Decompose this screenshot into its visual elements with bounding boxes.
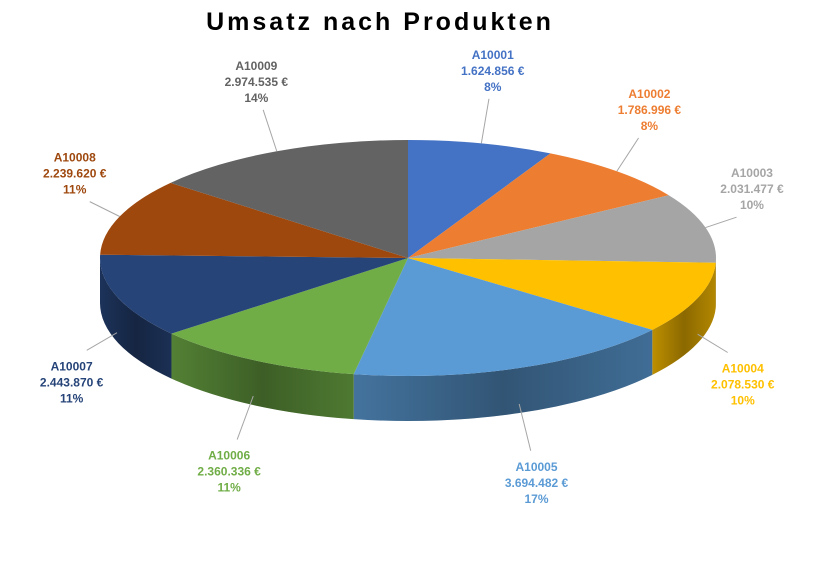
data-label-category: A10004 — [722, 362, 764, 376]
data-label-percent: 14% — [244, 91, 268, 105]
pie-slice-A10009 — [170, 140, 408, 258]
data-label-value: 1.786.996 € — [618, 103, 682, 117]
data-label-value: 2.078.530 € — [711, 378, 775, 392]
data-label-percent: 10% — [740, 198, 764, 212]
leader-line — [616, 137, 639, 172]
data-label-category: A10001 — [472, 48, 514, 62]
data-label-percent: 8% — [484, 80, 502, 94]
data-label-category: A10009 — [235, 59, 277, 73]
data-label-value: 2.360.336 € — [197, 465, 261, 479]
leader-line — [480, 98, 490, 144]
data-label-category: A10003 — [731, 166, 773, 180]
data-label-value: 2.031.477 € — [720, 182, 784, 196]
pie-side-shading — [171, 333, 354, 420]
data-label-percent: 11% — [60, 391, 84, 405]
leader-line — [236, 395, 254, 440]
pie-slice-A10001 — [408, 140, 551, 258]
pie-slice-A10007 — [100, 254, 408, 334]
data-label-percent: 11% — [217, 481, 241, 495]
data-label-category: A10005 — [515, 460, 557, 474]
leader-line — [705, 216, 737, 229]
chart-title: Umsatz nach Produkten — [206, 8, 554, 36]
data-label-percent: 11% — [63, 183, 87, 197]
pie-side-shading — [353, 329, 653, 421]
data-label-percent: 10% — [731, 394, 755, 408]
data-label-value: 2.974.535 € — [225, 75, 289, 89]
pie-slice-A10002 — [408, 153, 669, 258]
pie-side-shading — [100, 258, 172, 379]
leader-line — [697, 333, 728, 353]
data-label-category: A10002 — [628, 87, 670, 101]
pie-slice-A10004 — [408, 258, 716, 330]
data-label-category: A10007 — [51, 359, 93, 373]
data-label-percent: 17% — [525, 492, 549, 506]
data-label-value: 1.624.856 € — [461, 64, 525, 78]
data-label-percent: 8% — [641, 119, 659, 133]
data-label-value: 2.443.870 € — [40, 375, 104, 389]
pie-slice-A10005 — [353, 258, 653, 376]
data-label-value: 3.694.482 € — [505, 476, 569, 490]
pie-slice-A10008 — [100, 182, 408, 258]
pie-side-shading — [652, 262, 716, 375]
leader-line — [86, 332, 118, 351]
data-label-category: A10008 — [54, 151, 96, 165]
pie-slice-A10003 — [408, 195, 717, 263]
data-label-category: A10006 — [208, 449, 250, 463]
leader-line — [518, 403, 532, 451]
leader-line — [262, 109, 278, 152]
leader-line — [89, 201, 120, 217]
pie-slice-A10006 — [171, 258, 408, 375]
data-label-value: 2.239.620 € — [43, 167, 107, 181]
